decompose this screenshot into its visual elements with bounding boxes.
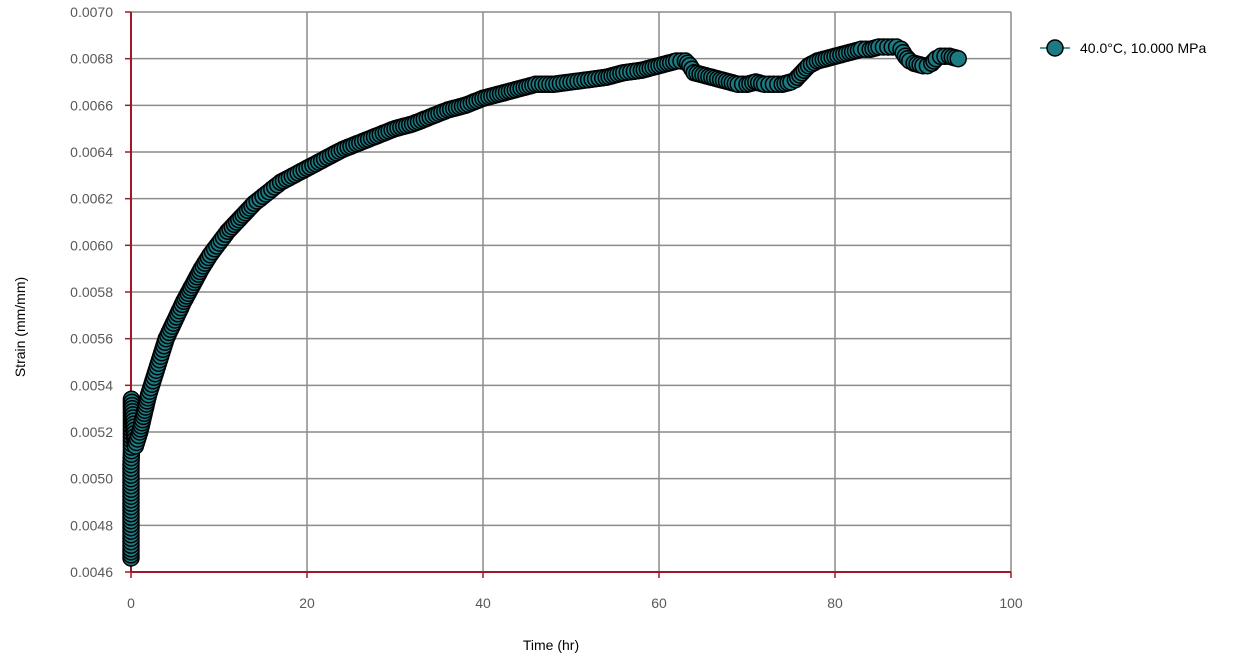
- x-axis-title: Time (hr): [523, 637, 579, 653]
- data-point: [949, 49, 967, 68]
- x-tick-label: 100: [999, 595, 1023, 611]
- y-axis-title: Strain (mm/mm): [12, 277, 28, 377]
- y-tick-label: 0.0050: [70, 471, 113, 487]
- axes: [125, 11, 1012, 578]
- data-points: [122, 38, 967, 567]
- x-tick-label: 0: [127, 595, 135, 611]
- x-tick-label: 40: [475, 595, 491, 611]
- y-tick-label: 0.0066: [70, 97, 113, 113]
- y-tick-label: 0.0060: [70, 237, 113, 253]
- y-tick-label: 0.0064: [70, 144, 113, 160]
- y-tick-label: 0.0062: [70, 191, 113, 207]
- legend-label: 40.0°C, 10.000 MPa: [1080, 40, 1206, 56]
- y-tick-label: 0.0054: [70, 377, 113, 393]
- legend-marker-icon: [1046, 39, 1064, 57]
- y-tick-label: 0.0056: [70, 331, 113, 347]
- y-tick-label: 0.0070: [70, 4, 113, 20]
- y-tick-label: 0.0068: [70, 51, 113, 67]
- x-tick-label: 60: [651, 595, 667, 611]
- y-tick-label: 0.0046: [70, 564, 113, 580]
- y-tick-label: 0.0048: [70, 517, 113, 533]
- y-tick-label: 0.0058: [70, 284, 113, 300]
- legend: 40.0°C, 10.000 MPa: [1040, 39, 1206, 57]
- tick-labels: 0.0046 0.0048 0.0050 0.0052 0.0054 0.0056 0.00…: [70, 4, 1023, 611]
- x-tick-label: 80: [827, 595, 843, 611]
- x-tick-label: 20: [299, 595, 315, 611]
- y-tick-label: 0.0052: [70, 424, 113, 440]
- grid-lines: [130, 11, 1012, 573]
